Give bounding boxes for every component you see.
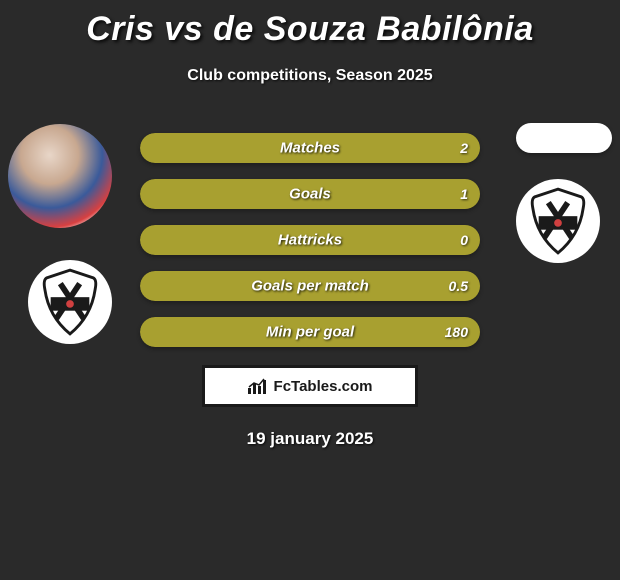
shield-icon	[41, 268, 99, 336]
stat-label: Min per goal	[266, 324, 354, 341]
watermark: FcTables.com	[202, 365, 418, 407]
page-title: Cris vs de Souza Babilônia	[0, 0, 620, 49]
shield-icon	[529, 187, 587, 255]
stat-label: Matches	[280, 140, 340, 157]
stat-value-right: 0	[460, 232, 468, 248]
stat-value-right: 0.5	[449, 278, 468, 294]
stat-row: Goals 1	[140, 179, 480, 209]
subtitle: Club competitions, Season 2025	[0, 67, 620, 85]
club-badge-left	[28, 260, 112, 344]
stat-value-right: 180	[445, 324, 468, 340]
stats-container: Matches 2 Goals 1 Hattricks 0 Goals per match 0…	[140, 133, 480, 347]
stat-value-right: 2	[460, 140, 468, 156]
stat-value-right: 1	[460, 186, 468, 202]
club-badge-right	[516, 179, 600, 263]
player-right-pill	[516, 123, 612, 153]
stat-label: Goals	[289, 186, 331, 203]
stat-row: Hattricks 0	[140, 225, 480, 255]
watermark-text: FcTables.com	[274, 378, 373, 395]
stat-row: Min per goal 180	[140, 317, 480, 347]
date: 19 january 2025	[0, 429, 620, 449]
bars-icon	[248, 378, 268, 394]
stat-row: Matches 2	[140, 133, 480, 163]
player-left-avatar	[8, 124, 112, 228]
stat-row: Goals per match 0.5	[140, 271, 480, 301]
stat-label: Goals per match	[251, 278, 369, 295]
stat-label: Hattricks	[278, 232, 342, 249]
